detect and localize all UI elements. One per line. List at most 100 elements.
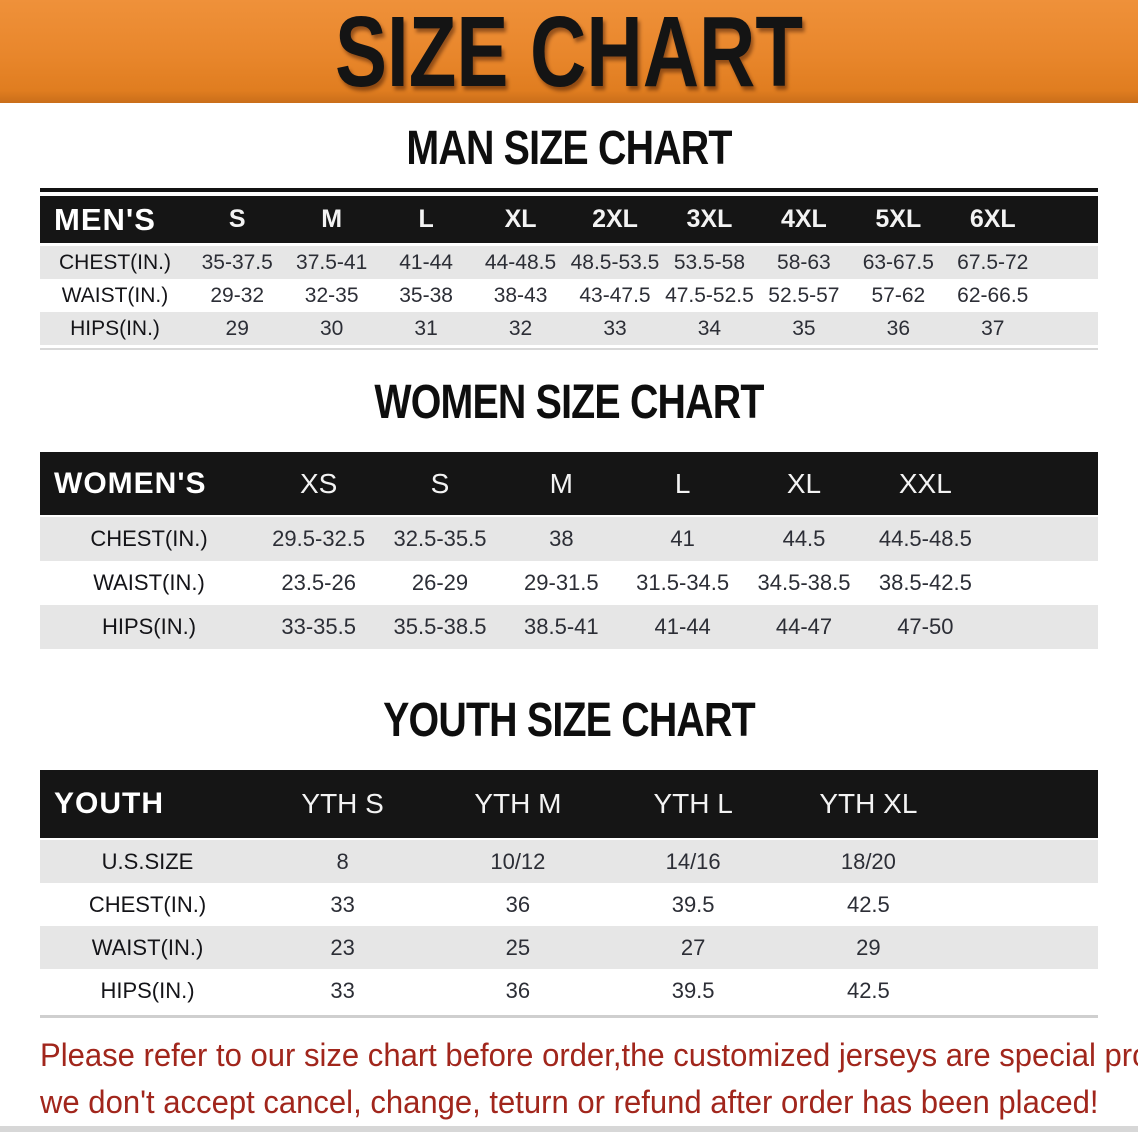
table-row: HIPS(IN.) 29 30 31 32 33 34 35 36 37 <box>40 312 1098 345</box>
size-column-header: L <box>418 205 434 233</box>
size-cell: 38-43 <box>493 283 548 307</box>
size-cell: 8 <box>336 848 349 874</box>
size-cell: 63-67.5 <box>862 250 934 274</box>
youth-section-heading: YOUTH SIZE CHART <box>383 694 756 747</box>
disclaimer: Please refer to our size chart before or… <box>40 1032 1138 1126</box>
women-section-heading: WOMEN SIZE CHART <box>374 376 764 429</box>
size-cell: 37.5-41 <box>296 250 368 274</box>
banner: SIZE CHART <box>0 0 1138 103</box>
size-cell: 37 <box>981 316 1005 340</box>
size-cell: 33 <box>330 891 355 917</box>
size-cell: 58-63 <box>777 250 831 274</box>
size-cell: 44-48.5 <box>484 250 557 274</box>
size-cell: 36 <box>886 316 910 340</box>
size-cell: 41 <box>670 526 695 551</box>
size-cell: 31.5-34.5 <box>636 570 730 595</box>
men-size-table: MEN'S S M L XL 2XL 3XL 4XL 5XL 6XL CHEST(IN.) 35-37… <box>40 188 1098 350</box>
size-cell: 35 <box>792 316 816 340</box>
size-column-header: L <box>674 467 691 499</box>
size-column-header: XL <box>786 467 822 499</box>
table-row: HIPS(IN.) 33-35.5 35.5-38.5 38.5-41 41-44 44-… <box>40 605 1098 649</box>
disclaimer-line-1: Please refer to our size chart before or… <box>40 1037 1138 1073</box>
size-cell: 48.5-53.5 <box>570 250 660 274</box>
size-cell: 32.5-35.5 <box>393 526 487 551</box>
men-section-heading: MAN SIZE CHART <box>406 122 732 175</box>
table-row: CHEST(IN.) 35-37.5 37.5-41 41-44 44-48.5 48.5… <box>40 246 1098 279</box>
size-cell: 38.5-42.5 <box>878 570 972 595</box>
size-cell: 25 <box>505 934 531 960</box>
size-cell: 38 <box>549 526 574 551</box>
size-cell: 62-66.5 <box>957 283 1029 307</box>
size-cell: 29 <box>856 934 881 960</box>
size-cell: 29-31.5 <box>524 570 599 595</box>
size-cell: 36 <box>505 977 531 1003</box>
size-cell: 29-32 <box>210 283 265 307</box>
table-title-cell: WOMEN'S <box>54 466 207 500</box>
size-cell: 23 <box>330 934 355 960</box>
size-cell: 14/16 <box>665 848 721 874</box>
size-cell: 41-44 <box>654 614 711 639</box>
size-column-header: 6XL <box>969 205 1016 233</box>
bottom-edge-strip <box>0 1126 1138 1132</box>
size-cell: 34 <box>697 316 722 340</box>
size-cell: 27 <box>680 934 706 960</box>
size-cell: 23.5-26 <box>281 570 356 595</box>
table-row: CHEST(IN.) 33 36 39.5 42.5 <box>40 883 1098 926</box>
table-row: CHEST(IN.) 29.5-32.5 32.5-35.5 38 41 44.5 44.5… <box>40 517 1098 561</box>
row-label: HIPS(IN.) <box>100 977 195 1003</box>
size-column-header: YTH S <box>301 788 384 819</box>
row-label: HIPS(IN.) <box>70 316 160 340</box>
size-cell: 67.5-72 <box>957 250 1029 274</box>
size-cell: 29 <box>225 316 249 340</box>
size-cell: 34.5-38.5 <box>757 570 851 595</box>
size-column-header: 4XL <box>780 205 827 233</box>
table-header-row: MEN'S S M L XL 2XL 3XL 4XL 5XL 6XL <box>40 196 1098 243</box>
size-cell: 33-35.5 <box>281 614 356 639</box>
size-column-header: S <box>228 205 246 233</box>
size-cell: 53.5-58 <box>673 250 746 274</box>
size-cell: 26-29 <box>411 570 469 595</box>
row-label: HIPS(IN.) <box>101 614 197 639</box>
table-row: WAIST(IN.) 23.5-26 26-29 29-31.5 31.5-34.5 34… <box>40 561 1098 605</box>
size-cell: 35-37.5 <box>201 250 273 274</box>
size-cell: 32-35 <box>304 283 359 307</box>
table-row: WAIST(IN.) 29-32 32-35 35-38 38-43 43-47.5 47.… <box>40 279 1098 312</box>
size-cell: 47.5-52.5 <box>665 283 754 307</box>
size-cell: 33 <box>603 316 627 340</box>
size-cell: 42.5 <box>846 977 890 1003</box>
size-column-header: XXL <box>898 467 952 499</box>
size-cell: 35.5-38.5 <box>393 614 487 639</box>
size-cell: 57-62 <box>871 283 926 307</box>
row-label: U.S.SIZE <box>101 848 194 874</box>
row-label: CHEST(IN.) <box>90 526 208 551</box>
size-cell: 32 <box>508 316 533 340</box>
size-cell: 30 <box>319 316 344 340</box>
women-size-table: WOMEN'S XS S M L XL XXL CHEST(IN.) 29.5-32.5 32.5… <box>40 452 1098 649</box>
table-row: WAIST(IN.) 23 25 27 29 <box>40 926 1098 969</box>
row-label: WAIST(IN.) <box>61 283 169 307</box>
disclaimer-line-2: we don't accept cancel, change, teturn o… <box>40 1084 1099 1120</box>
size-column-header: 5XL <box>875 205 922 233</box>
size-cell: 39.5 <box>671 891 715 917</box>
table-header-row: YOUTH YTH S YTH M YTH L YTH XL <box>40 770 1098 838</box>
table-row: HIPS(IN.) 33 36 39.5 42.5 <box>40 969 1098 1012</box>
size-column-header: M <box>549 467 573 499</box>
size-cell: 44.5 <box>782 526 826 551</box>
row-label: WAIST(IN.) <box>93 570 205 595</box>
size-cell: 38.5-41 <box>524 614 599 639</box>
size-cell: 41-44 <box>399 250 453 274</box>
size-column-header: M <box>321 205 343 233</box>
size-column-header: 3XL <box>686 205 733 233</box>
size-cell: 10/12 <box>490 848 546 874</box>
youth-size-table: YOUTH YTH S YTH M YTH L YTH XL U.S.SIZE 8 10/12… <box>40 770 1098 1018</box>
size-cell: 44.5-48.5 <box>878 526 972 551</box>
size-column-header: YTH M <box>474 788 562 819</box>
table-row: U.S.SIZE 8 10/12 14/16 18/20 <box>40 840 1098 883</box>
table-title-cell: YOUTH <box>54 787 164 820</box>
banner-title: SIZE CHART <box>335 0 803 108</box>
size-cell: 36 <box>505 891 531 917</box>
size-column-header: YTH L <box>653 788 733 819</box>
size-cell: 44-47 <box>775 614 833 639</box>
size-column-header: XL <box>504 205 537 233</box>
